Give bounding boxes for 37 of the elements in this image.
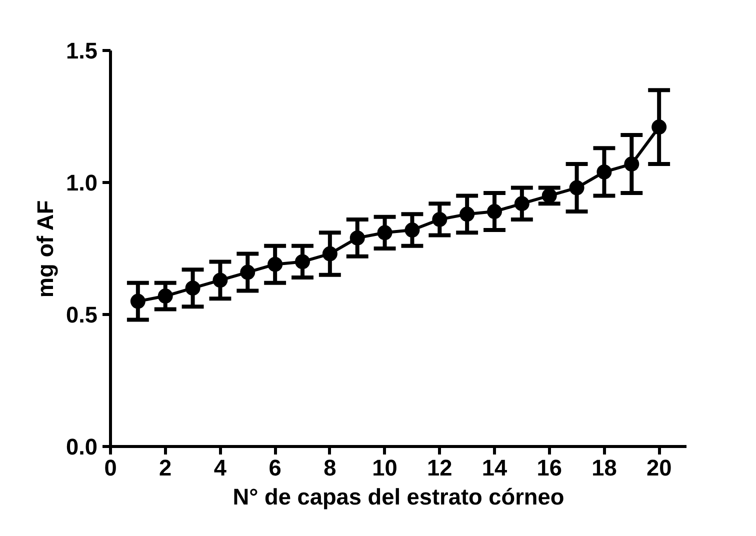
point — [350, 230, 365, 246]
point — [322, 246, 338, 262]
y-tick-label: 0.0 — [66, 434, 98, 460]
point — [295, 254, 310, 270]
point — [569, 180, 584, 196]
point — [652, 120, 667, 135]
y-tick-label: 1.0 — [66, 170, 98, 196]
point — [268, 256, 283, 272]
x-tick-label: 18 — [592, 454, 617, 480]
x-tick-label: 20 — [646, 454, 672, 480]
point — [542, 188, 557, 204]
point — [212, 272, 228, 288]
x-tick-label: 2 — [159, 454, 172, 480]
point — [432, 212, 448, 227]
y-axis-title: mg of AF — [32, 200, 58, 298]
x-tick-label: 12 — [427, 454, 452, 480]
point — [158, 288, 173, 304]
y-tick-label: 0.5 — [66, 302, 98, 328]
point — [185, 280, 200, 296]
x-axis-title: N° de capas del estrato córneo — [232, 484, 564, 510]
point — [240, 264, 256, 280]
x-tick-label: 6 — [268, 454, 282, 480]
x-tick-label: 0 — [104, 454, 117, 480]
x-tick-label: 8 — [324, 454, 336, 480]
point — [487, 204, 502, 220]
point — [514, 196, 530, 212]
point — [377, 225, 392, 240]
x-tick-label: 16 — [536, 454, 562, 480]
x-tick-label: 10 — [372, 454, 398, 480]
point — [460, 206, 475, 222]
point — [596, 164, 612, 180]
x-tick-label: 4 — [214, 454, 227, 480]
point — [130, 294, 146, 309]
point — [624, 156, 640, 172]
x-tick-label: 14 — [482, 454, 508, 480]
point — [404, 222, 420, 238]
y-tick-label: 1.5 — [66, 38, 98, 64]
